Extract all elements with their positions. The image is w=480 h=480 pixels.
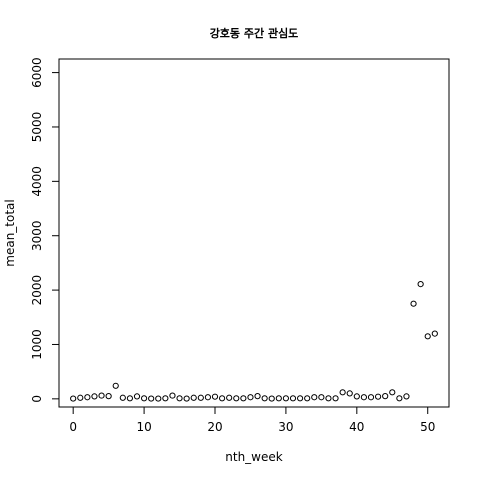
y-tick-label: 0 [30, 395, 44, 403]
data-point [218, 395, 226, 402]
data-point [183, 395, 190, 402]
data-point [304, 395, 311, 402]
data-point [374, 393, 382, 400]
data-point [211, 393, 219, 400]
data-point [311, 394, 318, 401]
data-point [268, 395, 275, 402]
y-axis-label: mean_total [3, 199, 17, 266]
data-point [410, 300, 417, 307]
data-point [403, 393, 410, 400]
data-point [275, 395, 282, 402]
x-tick-label: 30 [278, 420, 293, 434]
data-point [353, 393, 360, 400]
data-point [417, 281, 424, 288]
data-point [112, 382, 119, 389]
data-point [254, 393, 261, 400]
y-tick-label: 5000 [30, 112, 44, 143]
data-point [91, 393, 98, 400]
data-point [247, 394, 254, 401]
data-point [148, 395, 155, 402]
data-point [325, 395, 332, 402]
data-point [289, 395, 297, 402]
data-point [98, 392, 105, 399]
data-point [332, 395, 339, 402]
x-axis-label: nth_week [225, 450, 282, 464]
data-point [282, 395, 290, 402]
data-point [119, 394, 126, 401]
data-point [162, 395, 169, 402]
data-point [197, 394, 204, 401]
x-axis: 0 10 20 30 40 50 [69, 406, 435, 434]
plot-frame [58, 58, 450, 408]
data-point [296, 395, 304, 402]
y-tick-label: 1000 [30, 329, 44, 360]
x-tick-label: 40 [349, 420, 364, 434]
data-point [190, 394, 197, 401]
x-tick-label: 20 [207, 420, 222, 434]
data-point [169, 392, 176, 399]
data-point [233, 395, 240, 402]
data-point [176, 395, 183, 402]
data-point [204, 394, 212, 401]
y-axis: 0 1000 2000 3000 4000 5000 6000 [30, 57, 60, 403]
y-tick-label: 2000 [30, 275, 44, 306]
x-tick-label: 0 [69, 420, 77, 434]
data-point [105, 393, 112, 400]
data-point [389, 389, 396, 396]
data-point [346, 390, 353, 397]
data-point [431, 330, 438, 337]
data-point [126, 395, 134, 402]
data-point [318, 394, 325, 401]
y-tick-label: 6000 [30, 57, 44, 88]
data-point [140, 395, 148, 402]
data-points [70, 281, 438, 402]
data-point [339, 389, 346, 396]
data-point [84, 394, 91, 401]
data-point [424, 333, 431, 340]
data-point [155, 395, 162, 402]
data-point [261, 395, 268, 402]
y-tick-label: 4000 [30, 166, 44, 197]
data-point [70, 395, 77, 402]
y-tick-label: 3000 [30, 220, 44, 251]
data-point [396, 395, 403, 402]
data-point [382, 393, 389, 400]
x-tick-label: 10 [136, 420, 151, 434]
chart-title: 강호동 주간 관심도 [210, 26, 299, 40]
data-point [133, 393, 141, 400]
data-point [367, 394, 375, 401]
data-point [240, 395, 247, 402]
data-point [360, 394, 368, 401]
data-point [226, 394, 233, 401]
x-tick-label: 50 [420, 420, 435, 434]
data-point [77, 394, 84, 401]
